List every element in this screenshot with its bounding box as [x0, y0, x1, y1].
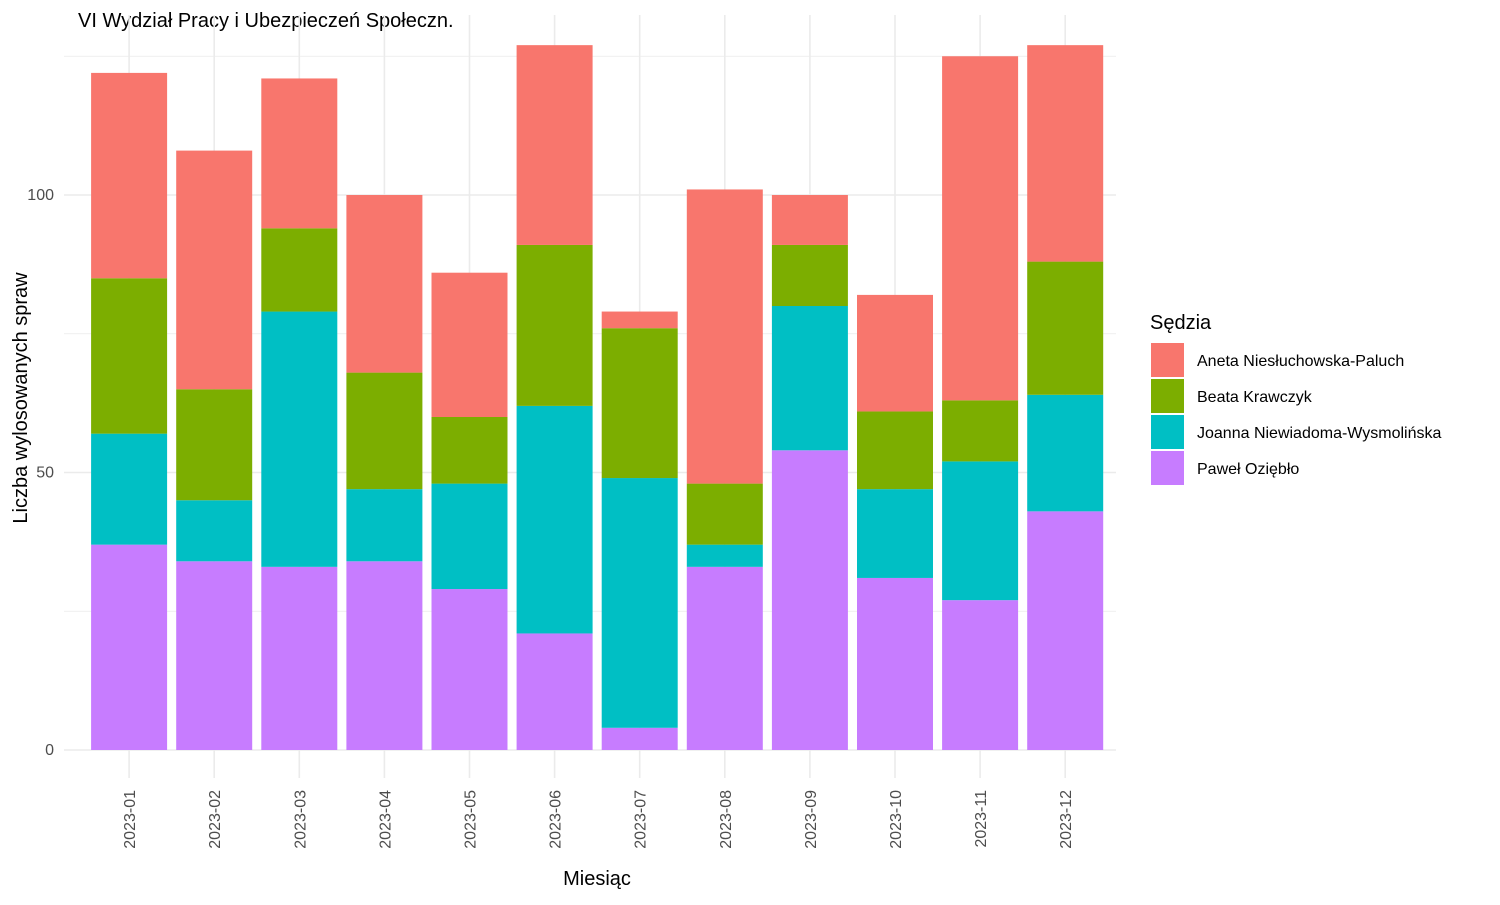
- x-tick-label: 2023-11: [973, 790, 990, 848]
- bar-segment-2023-03-series-0: [261, 566, 338, 750]
- bar-segment-2023-04-series-0: [346, 561, 423, 750]
- legend-label: Joanna Niewiadoma-Wysmolińska: [1197, 425, 1442, 442]
- bar-segment-2023-11-series-3: [942, 56, 1019, 401]
- bar-segment-2023-09-series-1: [771, 306, 848, 451]
- bar-segment-2023-08-series-2: [686, 483, 763, 545]
- legend-items: Aneta Niesłuchowska-Paluch Beata Krawczyk…: [1151, 343, 1442, 485]
- legend-swatch: [1151, 379, 1184, 413]
- bar-segment-2023-10-series-0: [857, 577, 933, 750]
- legend: Sędzia Aneta Niesłuchowska-Paluch Beata K…: [1150, 312, 1442, 485]
- bar-segment-2023-04-series-3: [346, 195, 423, 373]
- bar-segment-2023-01-series-0: [91, 544, 168, 750]
- bar-segment-2023-04-series-1: [346, 489, 423, 562]
- bar-segment-2023-10-series-2: [857, 411, 933, 490]
- legend-swatch: [1151, 451, 1184, 485]
- y-tick-label: 100: [27, 187, 54, 204]
- bar-segment-2023-05-series-1: [431, 483, 508, 590]
- bar-segment-2023-02-series-0: [176, 561, 253, 750]
- bar-segment-2023-10-series-1: [857, 489, 933, 578]
- x-tick-label: 2023-08: [718, 790, 735, 849]
- bar-segment-2023-05-series-0: [431, 589, 508, 750]
- bar-segment-2023-06-series-2: [516, 244, 593, 406]
- x-tick-label: 2023-03: [292, 790, 309, 849]
- bar-segment-2023-01-series-1: [91, 433, 168, 545]
- legend-swatch: [1151, 343, 1184, 377]
- bar-segment-2023-02-series-2: [176, 389, 253, 501]
- legend-swatch: [1151, 415, 1184, 449]
- bar-segment-2023-07-series-0: [601, 727, 678, 750]
- bar-segment-2023-01-series-2: [91, 278, 168, 434]
- bar-segment-2023-11-series-2: [942, 400, 1019, 462]
- bar-segment-2023-06-series-3: [516, 45, 593, 245]
- x-tick-label: 2023-01: [122, 790, 139, 849]
- y-axis-title: Liczba wylosowanych spraw: [10, 272, 32, 524]
- x-axis: 2023-01 2023-02 2023-03 2023-04 2023-05 2023-…: [122, 790, 1075, 849]
- legend-label: Paweł Oziębło: [1197, 461, 1299, 478]
- y-tick-label: 0: [45, 742, 54, 759]
- bar-segment-2023-02-series-3: [176, 150, 253, 390]
- bar-segment-2023-01-series-3: [91, 72, 168, 279]
- bar-segment-2023-03-series-1: [261, 311, 338, 567]
- x-tick-label: 2023-02: [207, 790, 224, 849]
- bar-segment-2023-06-series-0: [516, 633, 593, 750]
- bar-segment-2023-05-series-3: [431, 272, 508, 417]
- legend-title: Sędzia: [1150, 312, 1212, 334]
- x-tick-label: 2023-09: [803, 790, 820, 849]
- y-tick-label: 50: [36, 465, 54, 482]
- bar-segment-2023-11-series-0: [942, 600, 1019, 750]
- chart-title: VI Wydział Pracy i Ubezpieczeń Społeczn.: [78, 10, 454, 32]
- bar-segment-2023-07-series-3: [601, 311, 678, 329]
- bar-segment-2023-03-series-3: [261, 78, 338, 229]
- x-tick-label: 2023-07: [633, 790, 650, 849]
- x-tick-label: 2023-10: [888, 790, 905, 849]
- bar-segment-2023-12-series-1: [1027, 394, 1104, 512]
- legend-label: Beata Krawczyk: [1197, 389, 1313, 406]
- bar-segment-2023-02-series-1: [176, 500, 253, 562]
- bar-segment-2023-05-series-2: [431, 417, 508, 484]
- bar-segment-2023-10-series-3: [857, 294, 933, 412]
- x-tick-label: 2023-04: [377, 790, 394, 849]
- bar-segment-2023-06-series-1: [516, 405, 593, 634]
- bar-segment-2023-08-series-1: [686, 544, 763, 567]
- bar-segment-2023-04-series-2: [346, 372, 423, 490]
- bar-segment-2023-11-series-1: [942, 461, 1019, 601]
- bar-segment-2023-12-series-0: [1027, 511, 1104, 750]
- bar-segment-2023-12-series-2: [1027, 261, 1104, 395]
- bar-segment-2023-08-series-0: [686, 566, 763, 750]
- legend-label: Aneta Niesłuchowska-Paluch: [1197, 353, 1404, 370]
- bar-segment-2023-07-series-2: [601, 328, 678, 479]
- bar-segment-2023-09-series-3: [771, 195, 848, 245]
- bar-segment-2023-08-series-3: [686, 189, 763, 484]
- y-axis: 0 50 100: [27, 187, 54, 759]
- x-tick-label: 2023-06: [548, 790, 565, 849]
- x-tick-label: 2023-05: [463, 790, 480, 849]
- bar-segment-2023-03-series-2: [261, 228, 338, 312]
- x-tick-label: 2023-12: [1058, 790, 1075, 849]
- bar-segment-2023-07-series-1: [601, 478, 678, 728]
- bars: [91, 45, 1104, 750]
- bar-segment-2023-09-series-0: [771, 450, 848, 750]
- x-axis-title: Miesiąc: [563, 868, 631, 890]
- bar-segment-2023-12-series-3: [1027, 45, 1104, 262]
- bar-segment-2023-09-series-2: [771, 244, 848, 306]
